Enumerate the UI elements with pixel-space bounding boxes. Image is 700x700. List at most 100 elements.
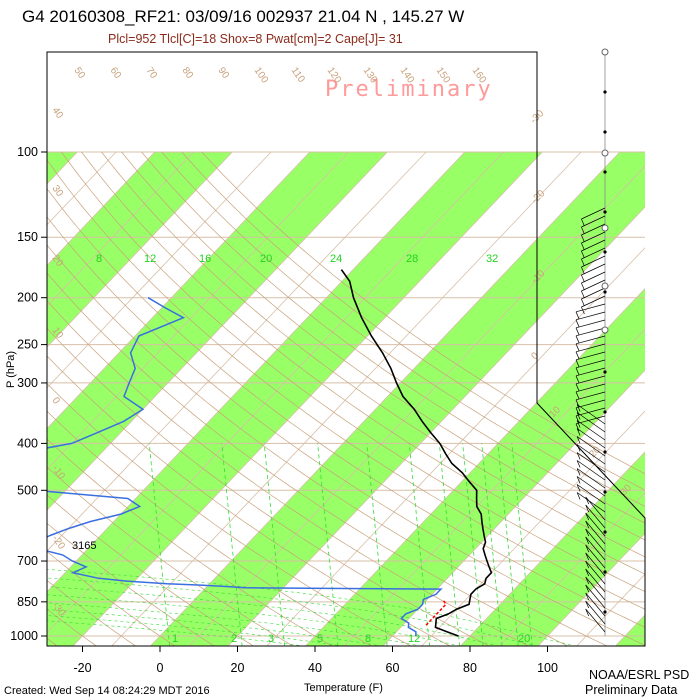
wind-barb-feather [576, 476, 581, 484]
y-tick-label: 1000 [10, 629, 38, 643]
wind-barb-feather [576, 404, 581, 412]
wind-barb [585, 520, 606, 545]
mixing-ratio-label: 12 [408, 633, 420, 645]
wind-barb-feather [576, 460, 581, 468]
wind-barb [581, 207, 606, 220]
wind-barb-feather [581, 226, 585, 235]
mixing-ratio-label: 2 [231, 633, 237, 645]
isotherm-line [227, 206, 645, 646]
dry-adiabat [47, 327, 490, 646]
wind-barb [581, 263, 606, 276]
y-tick-label: 200 [17, 291, 38, 305]
isotherm-line [72, 151, 543, 646]
credit-line-2: Preliminary Data [585, 683, 677, 697]
wind-barb [575, 383, 606, 393]
isotherm-line [47, 151, 156, 267]
isotherm-line [266, 247, 645, 646]
wind-dot [603, 450, 607, 454]
moist-adiabat [47, 615, 345, 646]
wind-barb-feather [576, 452, 581, 460]
adiabat-label: 30 [50, 183, 66, 199]
dry-adiabat [47, 522, 215, 646]
wind-barb-feather [575, 327, 580, 335]
isotherm-line [537, 532, 645, 646]
y-tick-label: 150 [17, 230, 38, 244]
wind-barb [585, 552, 606, 577]
adiabat-label: 70 [144, 65, 160, 81]
wind-barb [581, 279, 606, 292]
isotherm-line [47, 151, 272, 389]
y-tick-label: 700 [17, 554, 38, 568]
wind-barb-feather [581, 298, 585, 307]
dry-adiabat [0, 152, 18, 646]
wind-barb-feather [576, 420, 581, 428]
adiabat-label: 50 [72, 65, 88, 81]
wind-barb [575, 375, 606, 385]
y-tick-label: 300 [17, 376, 38, 390]
wind-barb [585, 584, 606, 609]
wind-barb [575, 359, 606, 369]
dry-adiabat [47, 410, 372, 646]
isotherm-line [498, 491, 645, 646]
wind-barb [581, 239, 606, 252]
isotherm-line [654, 152, 700, 646]
series-parcel [425, 598, 447, 626]
wind-dot [603, 370, 607, 374]
wind-barb [576, 460, 606, 481]
wind-barb-feather [581, 306, 585, 315]
moist-adiabat-curves [47, 569, 577, 646]
wind-barb [585, 576, 606, 601]
wind-barb [581, 223, 606, 236]
dry-adiabat [47, 159, 645, 610]
mixing-ratio-label: 12 [144, 253, 156, 265]
wind-barb-feather [575, 359, 580, 367]
wind-barb [581, 215, 606, 228]
altitude-annotation: 3165 [72, 540, 96, 552]
x-tick-label: -20 [73, 661, 91, 675]
mixing-ratio-line [221, 443, 243, 646]
isotherm-band [150, 152, 645, 646]
wind-barb-feather [581, 242, 585, 251]
dry-adiabat [47, 438, 333, 646]
wind-barb [575, 327, 606, 337]
mixing-ratio-line [317, 443, 339, 646]
dry-adiabat [47, 216, 645, 646]
dry-adiabat [47, 579, 137, 646]
adiabat-label: 90 [216, 65, 232, 81]
wind-barb-feather [575, 335, 580, 343]
wind-barb [576, 476, 606, 497]
wind-barb-feather [581, 274, 585, 283]
wind-barb [576, 404, 606, 425]
wind-barb [585, 608, 606, 633]
wind-barb [575, 319, 606, 329]
mixing-ratio-label: 3 [268, 633, 274, 645]
wind-dot [603, 170, 607, 174]
isotherm-line [47, 151, 466, 593]
calm-circle [601, 282, 609, 290]
wind-barb-feather [581, 290, 585, 299]
x-tick-label: 80 [463, 661, 477, 675]
dry-adiabat [47, 300, 530, 646]
mixing-ratio-label: 5 [317, 633, 323, 645]
isotherm-band [47, 152, 543, 646]
wind-barb-feather [581, 282, 585, 291]
wind-barb-feather [585, 592, 590, 601]
dry-adiabat [47, 638, 58, 646]
wind-barb [581, 231, 606, 244]
dry-adiabat [47, 608, 97, 646]
wind-barb [575, 311, 606, 321]
wind-barb [585, 536, 606, 561]
dry-adiabat-curves [0, 151, 645, 646]
wind-barb-feather [576, 468, 581, 476]
y-tick-label: 850 [17, 595, 38, 609]
wind-barb [576, 492, 606, 513]
y-tick-label: 500 [17, 483, 38, 497]
wind-barb [581, 255, 606, 268]
wind-dot [603, 530, 607, 534]
chart-indices: Plcl=952 Tlcl[C]=18 Shox=8 Pwat[cm]=2 Ca… [108, 32, 403, 46]
isotherm-band [615, 614, 645, 646]
wind-barb-feather [575, 351, 580, 359]
wind-barb [576, 420, 606, 441]
mixing-ratio-line [511, 443, 533, 646]
